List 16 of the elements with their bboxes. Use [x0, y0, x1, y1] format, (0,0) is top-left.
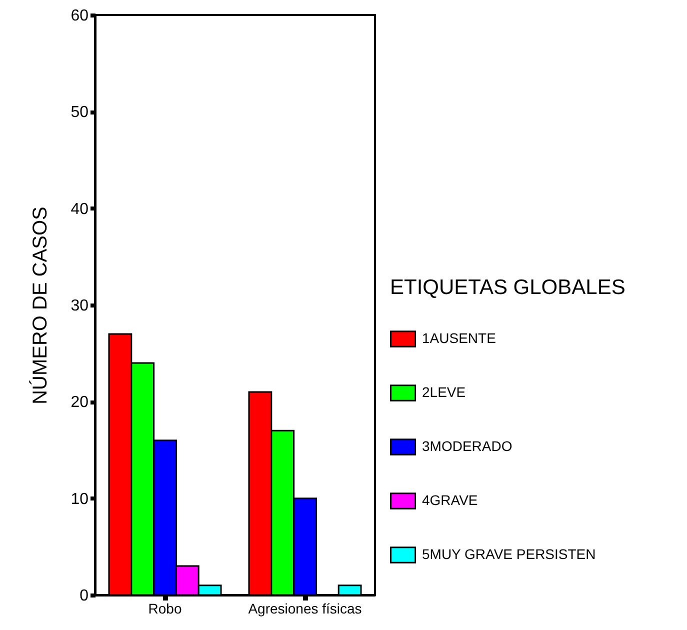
y-tick-label: 40 [70, 200, 89, 218]
legend-label: 2LEVE [422, 384, 466, 400]
y-axis-title: NÚMERO DE CASOS [28, 206, 52, 404]
x-tick-label: Agresiones físicas [248, 600, 362, 616]
y-tick-label: 60 [70, 8, 89, 24]
x-tick-label: Robo [148, 600, 182, 616]
legend-label: 1AUSENTE [422, 330, 496, 346]
legend-label: 3MODERADO [422, 438, 512, 454]
y-tick-label: 30 [70, 298, 89, 314]
legend-title: ETIQUETAS GLOBALES [390, 276, 626, 299]
y-tick-label: 50 [70, 104, 89, 122]
legend-label: 4GRAVE [422, 492, 478, 508]
y-tick-label: 20 [70, 394, 89, 412]
legend-label: 5MUY GRAVE PERSISTEN [422, 546, 596, 562]
y-tick-label: 10 [70, 490, 89, 508]
y-tick-label: 0 [80, 588, 89, 604]
